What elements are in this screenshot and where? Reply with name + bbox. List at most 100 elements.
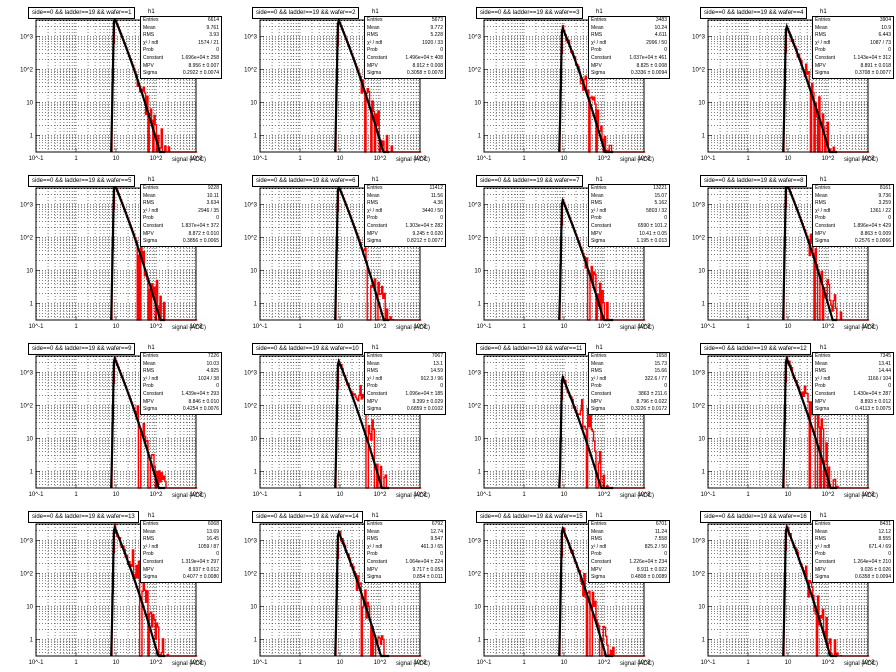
y-tick-label: 10^3 xyxy=(468,35,481,41)
stats-key: Prob xyxy=(143,551,154,558)
stats-row: Entries 7345 xyxy=(813,353,893,361)
stats-value: 9.736 xyxy=(878,192,891,199)
histogram-pad: 10^-1 1 10 10^2 10^3 1 10 10^2 10^3 side==0 && la… xyxy=(448,336,672,504)
histogram-name: h1 xyxy=(596,9,603,15)
x-tick-label: 10^-1 xyxy=(253,492,268,498)
x-axis-label: signal (ADC) xyxy=(396,493,431,499)
fit-curve xyxy=(110,18,166,154)
stats-value: 6068 xyxy=(207,521,219,527)
stats-row: Prob 0 xyxy=(141,215,221,223)
stats-value: 1.037e+04 ± 461 xyxy=(629,54,667,61)
y-tick-label: 1 xyxy=(702,302,706,308)
stats-row: Sigma 0.4254 ± 0.0076 xyxy=(141,406,221,414)
y-tick-label: 10 xyxy=(26,437,33,443)
x-tick-label: 10^2 xyxy=(150,156,163,162)
y-tick-label: 10 xyxy=(26,101,33,107)
stats-value: 2946 / 35 xyxy=(198,207,219,214)
y-tick-label: 1 xyxy=(478,470,482,476)
stats-key: Constant xyxy=(591,54,612,61)
stats-key: χ² / ndf xyxy=(143,39,159,46)
stats-row: MPV 8.863 ± 0.009 xyxy=(813,231,893,239)
stats-row: MPV 8.937 ± 0.012 xyxy=(141,567,221,575)
y-tick-label: 10 xyxy=(474,437,481,443)
stats-row: Sigma 0.3856 ± 0.0065 xyxy=(141,238,221,246)
histogram-name: h1 xyxy=(596,513,603,519)
stats-key: χ² / ndf xyxy=(815,543,831,550)
stats-key: Mean xyxy=(367,360,380,367)
stats-value: 1.264e+04 ± 210 xyxy=(853,558,891,565)
stats-key: Constant xyxy=(367,558,388,565)
stats-key: Entries xyxy=(591,353,607,359)
histogram-pad: 10^-1 1 10 10^2 10^3 1 10 10^2 10^3 side==0 && la… xyxy=(224,504,448,672)
stats-key: χ² / ndf xyxy=(591,207,607,214)
x-tick-label: 10^-1 xyxy=(29,156,44,162)
stats-key: Constant xyxy=(367,54,388,61)
stats-value: 3.634 xyxy=(206,200,219,207)
stats-key: χ² / ndf xyxy=(591,375,607,382)
stats-box: Entries 13221 Mean 15.07 RMS 5.162 χ² / ndf 580… xyxy=(588,184,670,247)
stats-key: Entries xyxy=(591,521,607,527)
y-tick-label: 10^2 xyxy=(692,68,705,74)
y-tick-label: 1 xyxy=(478,638,482,644)
stats-row: Constant 1.430e+04 ± 287 xyxy=(813,391,893,399)
stats-box: Entries 6792 Mean 12.74 RMS 9.547 χ² / ndf 461.… xyxy=(364,520,446,583)
x-tick-label: 10 xyxy=(337,324,344,330)
stats-value: 9.399 ± 0.029 xyxy=(412,398,443,405)
histogram-plot: 10^-1 1 10 10^2 10^3 1 10 10^2 10^3 xyxy=(692,355,875,498)
histogram-name: h1 xyxy=(820,345,827,351)
stats-row: RMS 7.558 xyxy=(589,536,669,544)
x-tick-label: 10^-1 xyxy=(701,324,716,330)
y-tick-label: 10^2 xyxy=(20,236,33,242)
x-tick-label: 10^3 xyxy=(862,324,875,330)
y-tick-label: 1 xyxy=(30,302,34,308)
stats-value: 4.925 xyxy=(206,368,219,375)
stats-row: Mean 12.12 xyxy=(813,529,893,537)
y-tick-label: 1 xyxy=(254,470,258,476)
stats-value: 1.195 ± 0.013 xyxy=(636,238,667,245)
x-tick-label: 10 xyxy=(337,660,344,666)
x-tick-label: 10^-1 xyxy=(253,324,268,330)
x-axis-label: signal (ADC) xyxy=(844,157,879,163)
x-tick-label: 10 xyxy=(561,324,568,330)
y-tick-label: 10^2 xyxy=(244,68,257,74)
stats-value: 912.3 / 96 xyxy=(420,375,443,382)
histogram-title: side==0 && ladder==19 && wafer==3 xyxy=(476,7,584,19)
stats-key: χ² / ndf xyxy=(367,39,383,46)
histogram-name: h1 xyxy=(148,177,155,183)
stats-row: Sigma 0.4077 ± 0.0080 xyxy=(141,574,221,582)
y-tick-label: 10^2 xyxy=(468,236,481,242)
stats-key: Sigma xyxy=(143,406,158,413)
x-tick-label: 10^2 xyxy=(598,156,611,162)
stats-row: χ² / ndf 1361 / 22 xyxy=(813,208,893,216)
stats-row: RMS 3.93 xyxy=(141,32,221,40)
stats-row: Mean 9.736 xyxy=(813,193,893,201)
stats-row: Sigma 0.3708 ± 0.0077 xyxy=(813,70,893,78)
stats-value: 6792 xyxy=(431,521,443,527)
x-tick-label: 10^2 xyxy=(822,660,835,666)
x-tick-label: 10^3 xyxy=(190,156,203,162)
y-tick-label: 10^2 xyxy=(468,404,481,410)
stats-key: Sigma xyxy=(815,406,830,413)
stats-row: Prob 0 xyxy=(141,47,221,55)
y-tick-label: 10^3 xyxy=(244,539,257,545)
stats-value: 0.3058 ± 0.0078 xyxy=(406,70,443,77)
stats-box: Entries 3483 Mean 10.24 RMS 4.611 χ² / ndf 2996… xyxy=(588,16,670,79)
stats-key: RMS xyxy=(367,200,379,207)
stats-value: 14.59 xyxy=(430,368,443,375)
fit-curve xyxy=(334,17,390,154)
stats-row: Sigma 0.3058 ± 0.0078 xyxy=(365,70,445,78)
stats-row: RMS 8.555 xyxy=(813,536,893,544)
x-axis-label: signal (ADC) xyxy=(620,661,655,667)
stats-value: 0.4113 ± 0.0075 xyxy=(855,406,891,413)
stats-key: Entries xyxy=(367,185,383,191)
y-tick-label: 10 xyxy=(26,269,33,275)
y-tick-label: 1 xyxy=(702,470,706,476)
stats-row: MPV 8.872 ± 0.010 xyxy=(141,231,221,239)
x-tick-label: 10 xyxy=(561,660,568,666)
stats-key: Prob xyxy=(143,215,154,222)
stats-key: MPV xyxy=(591,566,602,573)
stats-row: Constant 1.496e+04 ± 408 xyxy=(365,55,445,63)
x-tick-label: 1 xyxy=(522,660,526,666)
stats-value: 5.228 xyxy=(430,32,443,39)
histogram-pad: 10^-1 1 10 10^2 10^3 1 10 10^2 10^3 side==0 && la… xyxy=(672,0,896,168)
